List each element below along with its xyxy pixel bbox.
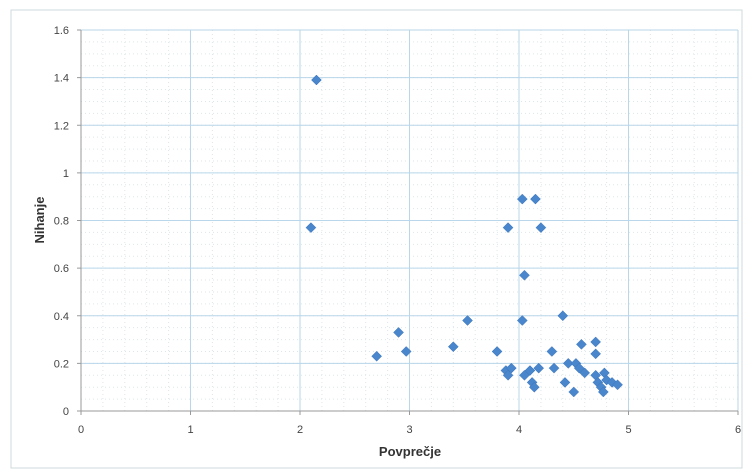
data-point — [557, 310, 569, 322]
data-point — [559, 377, 571, 388]
data-point — [535, 222, 547, 233]
x-tick-label: 3 — [406, 424, 412, 436]
data-point — [502, 369, 514, 381]
y-tick-label: 1.2 — [54, 120, 69, 132]
x-tick-label: 4 — [516, 424, 522, 436]
data-point — [491, 346, 503, 357]
data-point — [590, 336, 602, 348]
x-tick-label: 1 — [187, 424, 193, 436]
data-point — [533, 362, 545, 374]
data-point — [311, 74, 322, 86]
y-tick-label: 0 — [63, 406, 69, 418]
data-point — [462, 315, 473, 326]
data-point — [502, 222, 514, 233]
data-point — [447, 341, 459, 353]
x-tick-label: 5 — [625, 424, 631, 436]
y-tick-label: 0.8 — [54, 216, 69, 228]
x-tick-label: 0 — [78, 424, 84, 436]
y-axis-title: Nihanje — [32, 197, 47, 244]
y-tick-label: 0.6 — [54, 263, 69, 275]
data-point — [516, 315, 528, 326]
data-point — [548, 362, 560, 374]
tick-labels: 0 1 2 3 4 5 6 0 0.2 0.4 0.6 0.8 1 1.2 1.4 1.6 — [54, 25, 741, 436]
y-tick-label: 1.4 — [54, 73, 69, 85]
chart-border — [10, 9, 743, 469]
y-tick-label: 0.4 — [54, 311, 69, 323]
data-point — [568, 386, 580, 398]
y-tick-label: 0.2 — [54, 358, 69, 370]
data-point — [590, 348, 602, 360]
data-point — [530, 193, 541, 205]
data-points — [305, 74, 623, 398]
data-point — [573, 362, 585, 374]
data-point — [546, 346, 558, 357]
data-point — [393, 327, 404, 338]
data-point — [528, 381, 540, 393]
data-point — [519, 269, 530, 281]
y-tick-label: 1 — [63, 168, 69, 180]
x-tick-label: 6 — [735, 424, 741, 436]
axes — [77, 29, 739, 415]
data-point — [516, 193, 528, 205]
x-tick-label: 2 — [297, 424, 303, 436]
data-point — [579, 367, 591, 379]
data-point — [505, 362, 517, 374]
data-point — [601, 374, 612, 386]
data-point — [400, 346, 412, 357]
data-point — [371, 350, 383, 362]
data-point — [576, 338, 587, 350]
data-point — [305, 222, 317, 233]
data-point — [612, 379, 623, 391]
x-axis-title: Povprečje — [379, 444, 441, 459]
data-point — [562, 358, 574, 369]
data-point — [524, 365, 536, 376]
data-point — [597, 386, 609, 398]
y-tick-label: 1.6 — [54, 25, 69, 37]
